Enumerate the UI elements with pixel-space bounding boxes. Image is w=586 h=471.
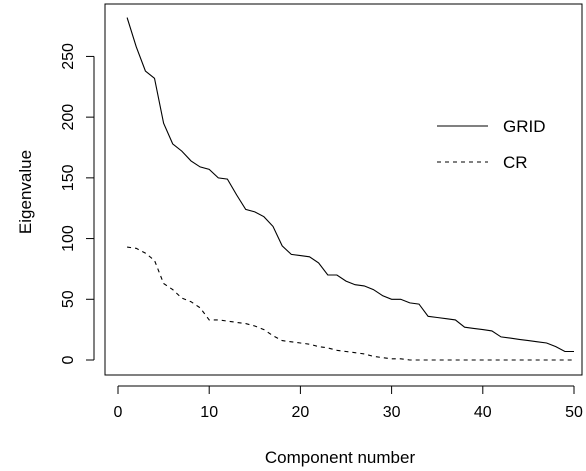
x-axis: 0 10 20 30 40 50 (114, 385, 583, 421)
x-tick-label: 40 (474, 404, 492, 421)
x-tick-label: 20 (292, 404, 310, 421)
y-tick-label: 0 (60, 355, 77, 364)
series-layer (126, 17, 574, 361)
legend: GRID CR (437, 117, 546, 172)
y-tick-label: 250 (60, 43, 77, 70)
series-line-grid (126, 17, 574, 353)
x-tick-label: 10 (200, 404, 218, 421)
legend-label-cr: CR (503, 153, 528, 172)
legend-label-grid: GRID (503, 117, 546, 136)
x-tick-label: 50 (565, 404, 583, 421)
x-axis-label: Component number (265, 448, 416, 467)
y-axis: 0 50 100 150 200 250 (60, 43, 95, 364)
y-tick-label: 150 (60, 164, 77, 191)
series-line-cr (127, 246, 574, 361)
y-tick-label: 200 (60, 104, 77, 131)
x-tick-label: 30 (383, 404, 401, 421)
y-tick-label: 100 (60, 225, 77, 252)
x-tick-label: 0 (114, 404, 123, 421)
plot-frame (104, 3, 583, 376)
y-axis-label: Eigenvalue (16, 150, 35, 234)
y-tick-label: 50 (60, 290, 77, 308)
